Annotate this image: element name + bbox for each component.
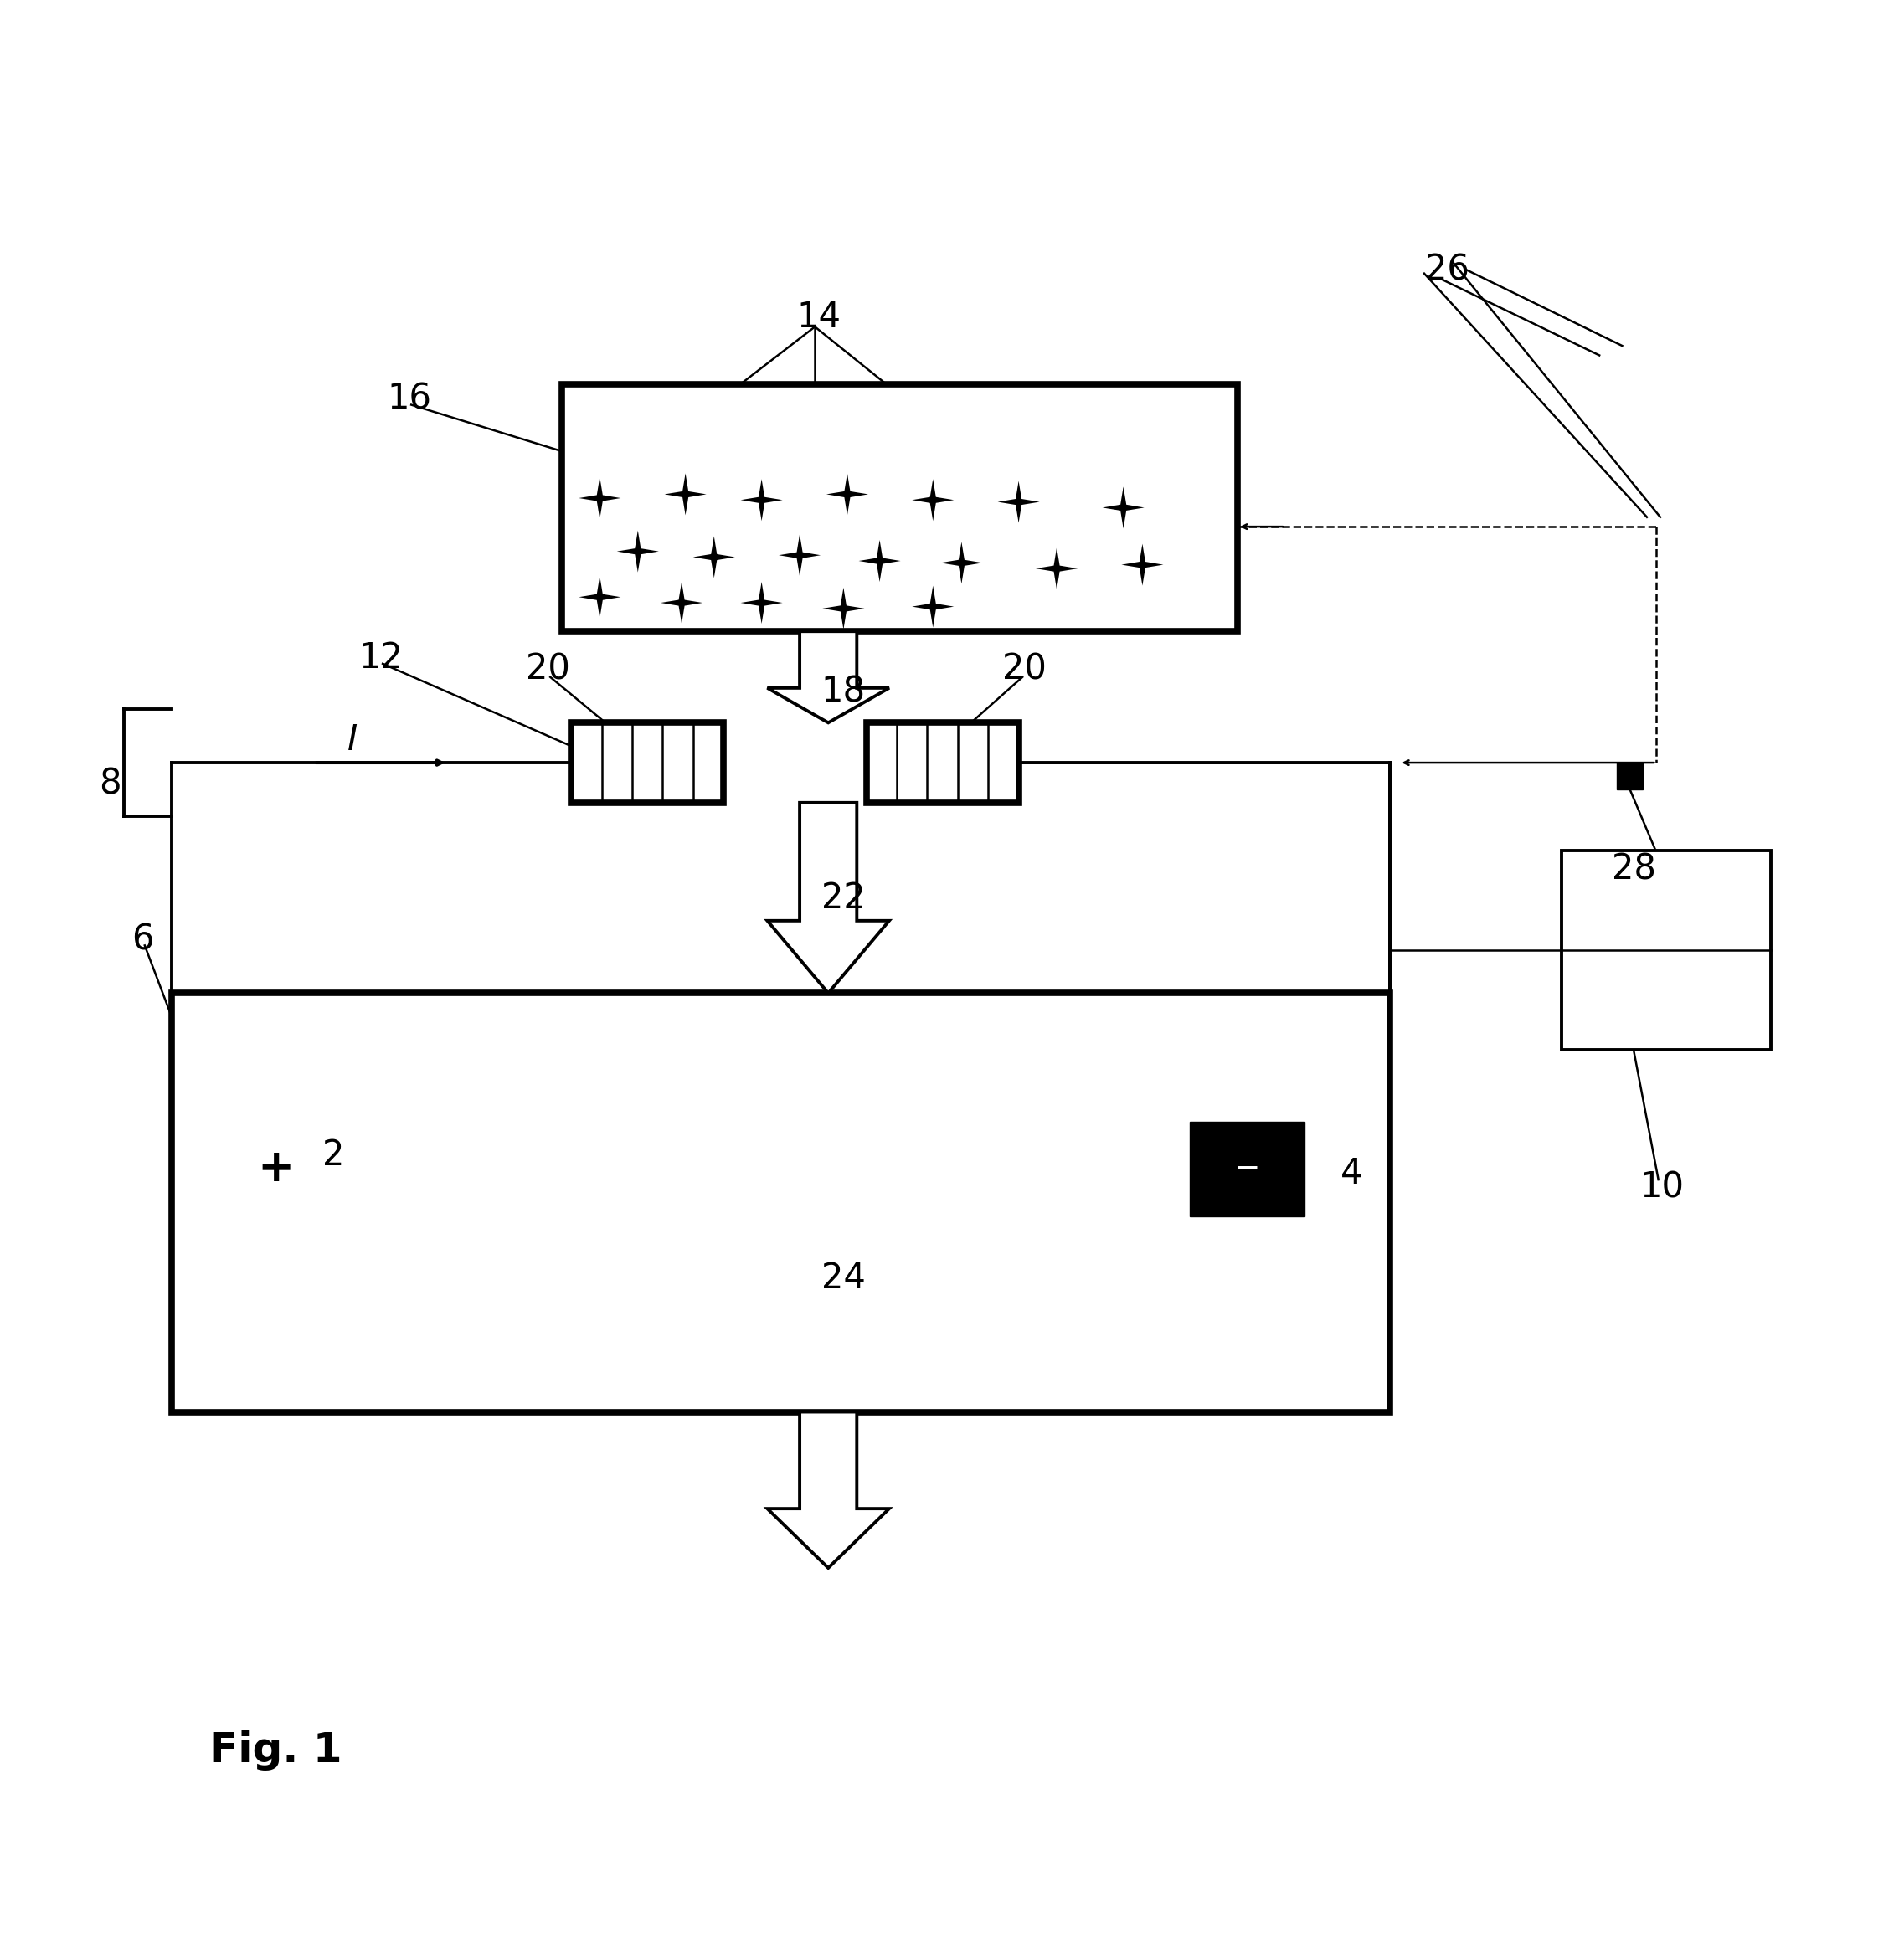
Text: 24: 24: [821, 1260, 866, 1295]
Text: 16: 16: [387, 382, 432, 417]
Text: Fig. 1: Fig. 1: [209, 1730, 343, 1771]
Polygon shape: [1036, 547, 1078, 590]
Polygon shape: [859, 540, 901, 582]
Text: I: I: [347, 723, 358, 758]
Bar: [1190, 1122, 1304, 1216]
Polygon shape: [826, 473, 868, 514]
Text: 6: 6: [131, 921, 154, 956]
Polygon shape: [741, 479, 783, 520]
Polygon shape: [779, 534, 821, 577]
Polygon shape: [767, 1412, 889, 1568]
Bar: [1616, 764, 1643, 789]
Polygon shape: [823, 588, 864, 629]
Polygon shape: [579, 477, 621, 518]
Text: 20: 20: [1002, 653, 1047, 688]
Text: 26: 26: [1424, 251, 1470, 286]
Polygon shape: [767, 631, 889, 723]
Text: 22: 22: [821, 880, 866, 916]
Bar: [562, 384, 1238, 631]
Polygon shape: [617, 530, 659, 573]
Text: 4: 4: [1340, 1157, 1363, 1192]
Text: 8: 8: [99, 766, 122, 801]
Polygon shape: [693, 536, 735, 579]
Polygon shape: [741, 582, 783, 623]
Text: 20: 20: [526, 653, 571, 688]
Bar: [866, 723, 1019, 803]
Text: 12: 12: [358, 641, 404, 676]
Polygon shape: [912, 586, 954, 627]
Polygon shape: [912, 479, 954, 520]
Polygon shape: [941, 542, 982, 584]
Text: −: −: [1234, 1155, 1260, 1182]
Text: +: +: [257, 1147, 295, 1190]
Polygon shape: [767, 803, 889, 993]
Polygon shape: [1102, 487, 1144, 528]
Bar: [171, 993, 1390, 1412]
Polygon shape: [661, 582, 703, 623]
Polygon shape: [579, 577, 621, 618]
Text: 14: 14: [796, 300, 842, 335]
Polygon shape: [998, 481, 1040, 522]
Text: 28: 28: [1611, 851, 1656, 886]
Text: 2: 2: [322, 1138, 345, 1173]
Polygon shape: [1121, 543, 1163, 586]
Bar: [571, 723, 724, 803]
Polygon shape: [664, 473, 706, 514]
Bar: [1561, 849, 1771, 1050]
Text: 18: 18: [821, 674, 866, 709]
Text: 10: 10: [1639, 1169, 1685, 1204]
